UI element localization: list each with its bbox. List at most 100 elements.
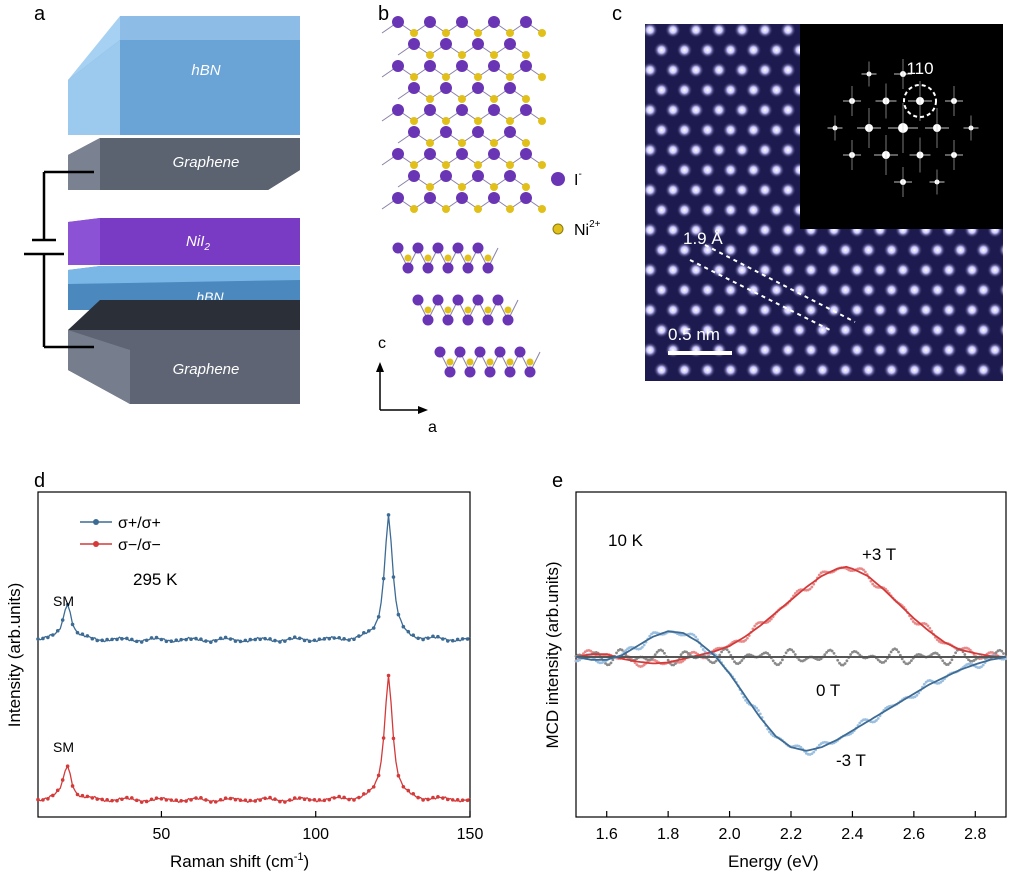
iodine-atom xyxy=(408,82,420,94)
stem-atom xyxy=(780,24,796,38)
stem-atom xyxy=(677,402,693,418)
stem-atom xyxy=(814,242,831,258)
stem-atom xyxy=(757,182,773,198)
circuit-wires xyxy=(24,170,94,349)
iodine-atom xyxy=(494,346,506,358)
raman-data-point xyxy=(268,795,272,800)
raman-data-point xyxy=(421,637,425,642)
raman-data-point xyxy=(169,639,174,644)
raman-data-point xyxy=(41,636,45,641)
mcd-data-point xyxy=(768,653,771,657)
stem-atom xyxy=(826,342,842,358)
nickel-atom xyxy=(464,306,472,314)
nickel-atom xyxy=(474,161,482,169)
mcd-data-point xyxy=(611,658,615,662)
spacing-dashed-line-2 xyxy=(689,259,831,331)
layer-label-graphene-bottom: Graphene xyxy=(173,361,240,378)
raman-data-point xyxy=(416,636,420,641)
raman-data-point xyxy=(283,639,287,643)
iodine-atom xyxy=(472,38,484,50)
nickel-atom xyxy=(526,358,534,366)
stem-atom xyxy=(768,122,785,138)
stem-atom xyxy=(665,342,681,358)
stem-atom xyxy=(711,102,727,118)
mcd-data-point xyxy=(666,658,670,662)
stem-atom xyxy=(826,262,842,278)
stem-atom xyxy=(757,302,773,318)
stem-atom xyxy=(838,402,854,418)
stem-atom xyxy=(768,282,785,298)
mcd-data-point xyxy=(939,680,943,684)
stem-atom xyxy=(768,82,785,98)
iodine-atom xyxy=(456,104,468,116)
nickel-atom xyxy=(490,139,498,147)
mcd-data-point xyxy=(768,619,771,623)
stem-atom xyxy=(645,262,658,278)
mcd-ylabel: MCD intensity (arb.units) xyxy=(543,561,562,748)
mcd-data-point xyxy=(609,661,613,665)
mcd-data-point xyxy=(954,651,958,655)
mcd-data-point xyxy=(948,661,952,665)
raman-data-point xyxy=(401,785,406,789)
raman-data-point xyxy=(55,788,60,793)
mcd-tick-label: 2.0 xyxy=(718,826,740,843)
mcd-data-point xyxy=(738,661,742,664)
stem-atom xyxy=(665,24,681,38)
mcd-series-line xyxy=(575,565,1007,665)
stem-atom xyxy=(872,262,888,278)
raman-data-point xyxy=(159,797,164,801)
stem-atom xyxy=(746,402,762,418)
nickel-atom xyxy=(484,306,492,314)
mcd-data-point xyxy=(994,651,998,654)
nickel-atom xyxy=(410,161,418,169)
stem-atom xyxy=(780,382,796,398)
raman-data-point xyxy=(134,798,139,803)
raman-data-point xyxy=(164,798,169,802)
nickel-atom xyxy=(474,73,482,81)
raman-data-point xyxy=(297,636,302,641)
stem-atom xyxy=(757,24,773,38)
stem-atom xyxy=(711,342,727,358)
mcd-data-point xyxy=(793,653,797,656)
stem-atom xyxy=(665,142,681,158)
iodine-atom xyxy=(482,314,494,326)
stem-atom xyxy=(768,362,785,378)
mcd-temperature: 10 K xyxy=(608,531,644,550)
nickel-atom xyxy=(506,358,514,366)
nickel-atom xyxy=(442,161,450,169)
raman-data-point xyxy=(80,632,85,636)
stem-atom xyxy=(676,202,693,218)
raman-data-point xyxy=(455,798,460,802)
raman-data-point xyxy=(317,637,322,641)
raman-data-point xyxy=(70,622,75,627)
mcd-data-point xyxy=(688,653,692,657)
stem-atom xyxy=(711,222,727,238)
fft-spots xyxy=(827,59,979,197)
stem-atom xyxy=(780,62,796,78)
mcd-data-point xyxy=(836,658,840,662)
nickel-atom xyxy=(466,358,474,366)
raman-data-point xyxy=(75,630,80,635)
stem-atom xyxy=(999,402,1012,418)
iodine-atom xyxy=(456,16,468,28)
mcd-data-point xyxy=(900,657,904,661)
mcd-data-point xyxy=(753,624,757,628)
mcd-data-point xyxy=(781,658,784,662)
mcd-data-point xyxy=(908,661,911,665)
stem-atom xyxy=(665,262,681,278)
stem-atom xyxy=(676,122,693,138)
iodine-atom xyxy=(524,366,536,378)
stem-atom xyxy=(815,402,831,418)
raman-data-point xyxy=(204,798,208,802)
iodine-atom xyxy=(514,346,526,358)
stem-atom xyxy=(711,382,727,398)
raman-data-point xyxy=(130,796,134,800)
stem-atom xyxy=(780,102,796,118)
raman-data-point xyxy=(110,637,114,642)
nickel-atom xyxy=(486,358,494,366)
raman-x-ticks: 50 100 150 xyxy=(153,811,483,843)
nickel-atom xyxy=(444,254,452,262)
mcd-data-point xyxy=(897,650,900,654)
raman-annotation-sm-top: SM xyxy=(53,593,74,609)
